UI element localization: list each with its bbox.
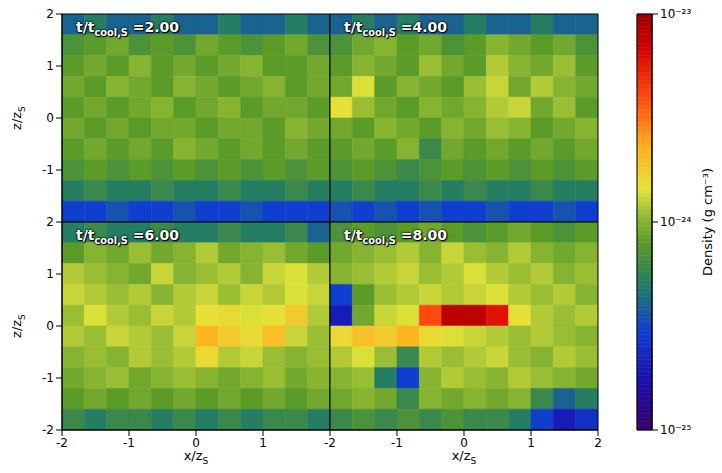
svg-text:1: 1 (46, 267, 54, 281)
svg-text:1: 1 (527, 436, 535, 450)
html-text:t/tcool,S=6.00: t/tcool,S=6.00 (76, 227, 180, 246)
svg-text:-2: -2 (42, 423, 54, 437)
html-text:z/z: z/z (9, 319, 25, 338)
svg-text:-1: -1 (123, 436, 135, 450)
svg-text:10⁻²⁴: 10⁻²⁴ (660, 215, 691, 229)
html-text:t/tcool,S=8.00: t/tcool,S=8.00 (344, 227, 448, 246)
svg-text:-1: -1 (42, 371, 54, 385)
html-text:t/tcool,S=2.00: t/tcool,S=2.00 (76, 19, 180, 38)
html-text:Density (g cm⁻³): Density (g cm⁻³) (699, 168, 715, 276)
html-text:S: S (16, 106, 27, 112)
svg-text:-1: -1 (42, 163, 54, 177)
svg-text:-2: -2 (324, 436, 336, 450)
svg-text:0: 0 (192, 436, 200, 450)
svg-text:10⁻²⁵: 10⁻²⁵ (660, 423, 691, 437)
svg-text:2: 2 (46, 7, 54, 21)
svg-text:0: 0 (46, 319, 54, 333)
svg-text:1: 1 (259, 436, 267, 450)
html-text:z/z: z/z (9, 111, 25, 130)
svg-text:0: 0 (46, 111, 54, 125)
svg-text:-2: -2 (56, 436, 68, 450)
html-text:S: S (16, 314, 27, 320)
svg-text:0: 0 (460, 436, 468, 450)
html-text:x/zS: x/zS (183, 448, 209, 466)
svg-text:2: 2 (594, 436, 602, 450)
html-text:x/zS: x/zS (451, 448, 477, 466)
svg-text:1: 1 (46, 59, 54, 73)
html-text:t/tcool,S=4.00: t/tcool,S=4.00 (344, 19, 448, 38)
svg-text:-1: -1 (391, 436, 403, 450)
svg-text:10⁻²³: 10⁻²³ (660, 7, 691, 21)
svg-text:2: 2 (46, 215, 54, 229)
